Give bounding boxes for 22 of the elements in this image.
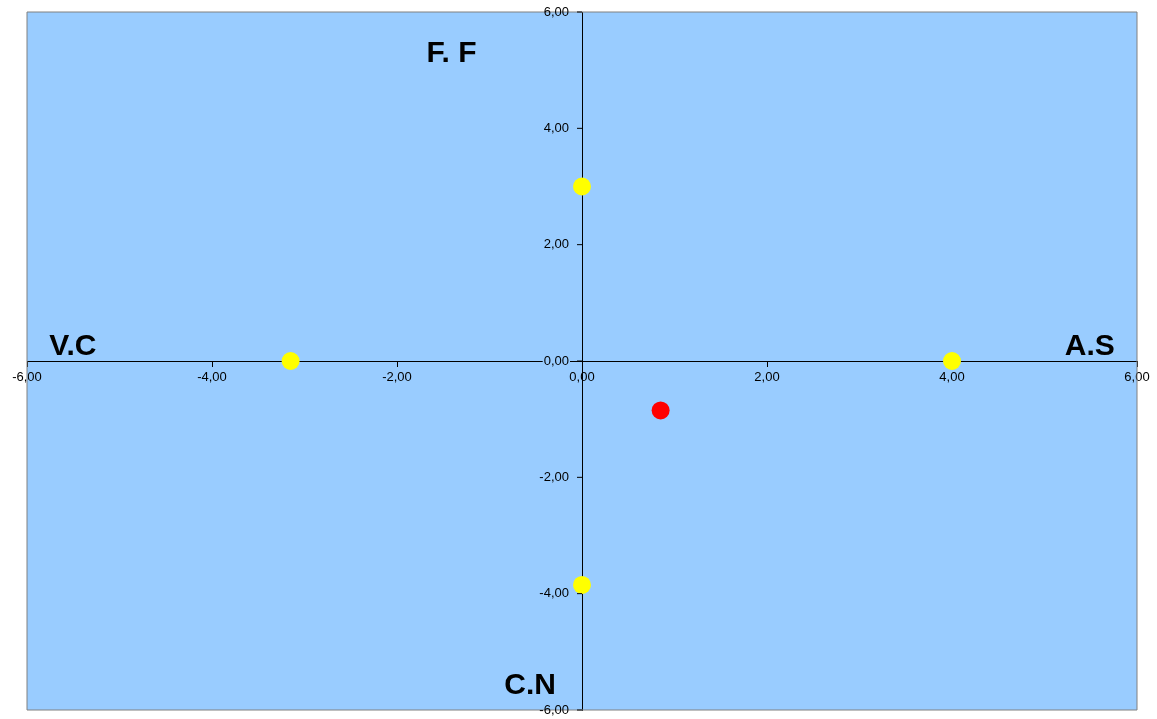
x-tick-label: -6,00 [12,369,42,385]
y-tick-label: -6,00 [539,701,569,717]
point [651,401,670,420]
annotation: V.C [49,328,97,362]
y-tick-label: 6,00 [543,3,569,19]
y-tick-label: 4,00 [543,119,569,135]
y-tick-label: -2,00 [539,468,569,484]
annotation: F. F [426,35,477,69]
annotation: C.N [504,666,556,700]
point [943,352,961,370]
x-tick-label: 2,00 [754,369,780,385]
point [573,177,591,196]
x-tick-label: 6,00 [1124,369,1150,385]
point [573,575,591,594]
x-tick-label: -2,00 [382,369,412,385]
x-tick-label: 4,00 [939,369,965,385]
y-tick-label: -4,00 [539,585,569,601]
point [281,352,300,370]
x-tick-label: -4,00 [197,369,227,385]
annotation: A.S [1064,328,1115,362]
y-tick-label: 0,00 [543,352,569,368]
y-tick-label: 2,00 [543,236,569,252]
